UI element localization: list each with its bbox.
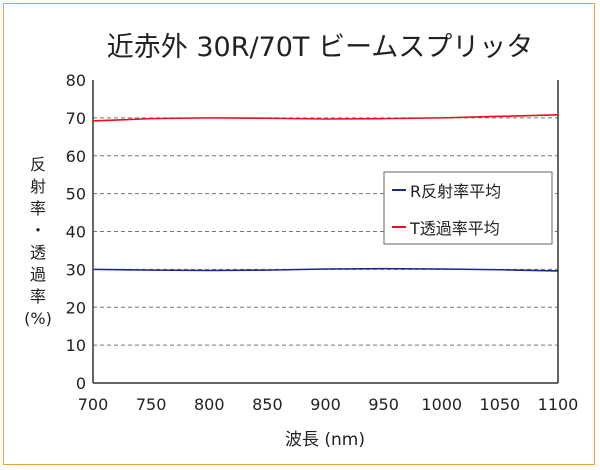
- y-axis-label-char: 透: [30, 243, 46, 262]
- x-tick-label: 800: [194, 395, 225, 414]
- x-tick-label: 1050: [480, 395, 521, 414]
- y-axis-label-char: 率: [30, 287, 46, 306]
- x-tick-label: 1100: [538, 395, 579, 414]
- y-tick-label: 40: [66, 223, 86, 242]
- y-axis-label-char: (%): [24, 309, 52, 328]
- legend-label-t: T透過率平均: [409, 219, 500, 238]
- y-tick-label: 50: [66, 185, 86, 204]
- y-tick-label: 0: [76, 374, 86, 393]
- series-line-1: [92, 114, 559, 122]
- chart-title: 近赤外 30R/70T ビームスプリッタ: [107, 32, 533, 63]
- x-axis-label: 波長 (nm): [285, 430, 365, 450]
- y-tick-label: 60: [66, 147, 86, 166]
- y-axis-label-char: 射: [30, 177, 46, 196]
- x-tick-label: 950: [368, 395, 399, 414]
- x-tick-label: 900: [310, 395, 341, 414]
- y-axis-label-char: ・: [30, 221, 46, 240]
- y-tick-label: 30: [66, 260, 86, 279]
- x-tick-label: 700: [78, 395, 109, 414]
- y-tick-label: 10: [66, 336, 86, 355]
- x-tick-label: 750: [136, 395, 167, 414]
- y-tick-label: 20: [66, 298, 86, 317]
- y-tick-label: 70: [66, 109, 86, 128]
- legend-label-r: R反射率平均: [410, 182, 501, 201]
- legend: R反射率平均 T透過率平均: [383, 171, 553, 245]
- x-tick-label: 1000: [421, 395, 462, 414]
- x-tick-label: 850: [252, 395, 283, 414]
- y-axis-label-char: 過: [30, 265, 46, 284]
- series-line-0: [92, 267, 559, 272]
- y-axis-label-char: 率: [30, 199, 46, 218]
- y-axis-label-char: 反: [30, 155, 46, 174]
- y-tick-label: 80: [66, 71, 86, 90]
- chart-frame: [3, 3, 595, 465]
